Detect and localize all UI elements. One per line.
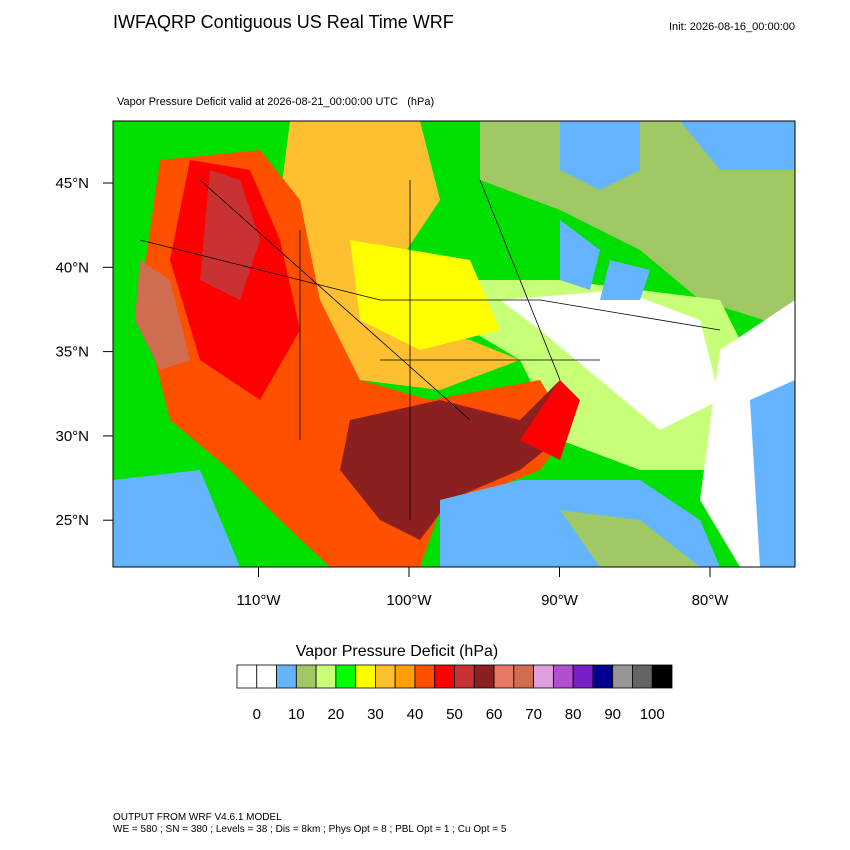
- colorbar-box: [256, 664, 277, 689]
- colorbar-box: [454, 664, 475, 689]
- colorbar-tick-label: 40: [407, 706, 424, 723]
- colorbar-tick-label: 90: [604, 706, 621, 723]
- colorbar-box: [493, 664, 515, 689]
- footer-line: WE = 580 ; SN = 380 ; Levels = 38 ; Dis …: [113, 824, 507, 835]
- colorbar-title: Vapor Pressure Deficit (hPa): [296, 643, 498, 660]
- colorbar-box: [315, 664, 337, 689]
- colorbar-box: [632, 664, 653, 689]
- footer-line: OUTPUT FROM WRF V4.6.1 MODEL: [113, 812, 282, 823]
- colorbar-box: [335, 664, 357, 689]
- colorbar-tick-label: 70: [525, 706, 542, 723]
- colorbar-box: [434, 664, 455, 689]
- init-time: Init: 2026-08-16_00:00:00: [669, 21, 795, 33]
- colorbar-box: [513, 664, 534, 689]
- map-field: [113, 121, 795, 567]
- colorbar-box: [375, 664, 396, 689]
- colorbar-tick-label: 30: [367, 706, 384, 723]
- lon-tick-label: 110°W: [236, 592, 281, 609]
- lat-tick-label: 30°N: [55, 428, 89, 445]
- lat-tick-label: 40°N: [55, 259, 89, 276]
- colorbar-box: [612, 664, 633, 689]
- colorbar-box: [651, 664, 673, 689]
- colorbar-box: [236, 664, 258, 689]
- colorbar-tick-label: 80: [565, 706, 582, 723]
- lat-tick-label: 35°N: [55, 344, 89, 361]
- colorbar-tick-label: 20: [328, 706, 345, 723]
- colorbar-box: [414, 664, 436, 689]
- colorbar-box: [572, 664, 594, 689]
- colorbar-box: [533, 664, 554, 689]
- map-frame: [112, 120, 796, 568]
- lon-tick-label: 80°W: [692, 592, 730, 609]
- colorbar-tick-label: 10: [288, 706, 305, 723]
- colorbar-box: [394, 664, 416, 689]
- lon-tick-label: 90°W: [541, 592, 579, 609]
- subtitle: Vapor Pressure Deficit valid at 2026-08-…: [117, 96, 434, 108]
- colorbar-box: [473, 664, 495, 689]
- colorbar-box: [355, 664, 376, 689]
- colorbar-box: [276, 664, 297, 689]
- colorbar-tick-label: 0: [253, 706, 261, 723]
- colorbar-box: [295, 664, 317, 689]
- lat-tick-label: 45°N: [55, 175, 89, 192]
- lon-tick-label: 100°W: [386, 592, 432, 609]
- colorbar-tick-label: 60: [486, 706, 503, 723]
- colorbar-tick-label: 100: [640, 706, 665, 723]
- colorbar-box: [552, 664, 574, 689]
- colorbar-tick-label: 50: [446, 706, 463, 723]
- title: IWFAQRP Contiguous US Real Time WRF: [113, 12, 454, 32]
- colorbar-box: [592, 664, 614, 689]
- lat-tick-label: 25°N: [55, 512, 89, 529]
